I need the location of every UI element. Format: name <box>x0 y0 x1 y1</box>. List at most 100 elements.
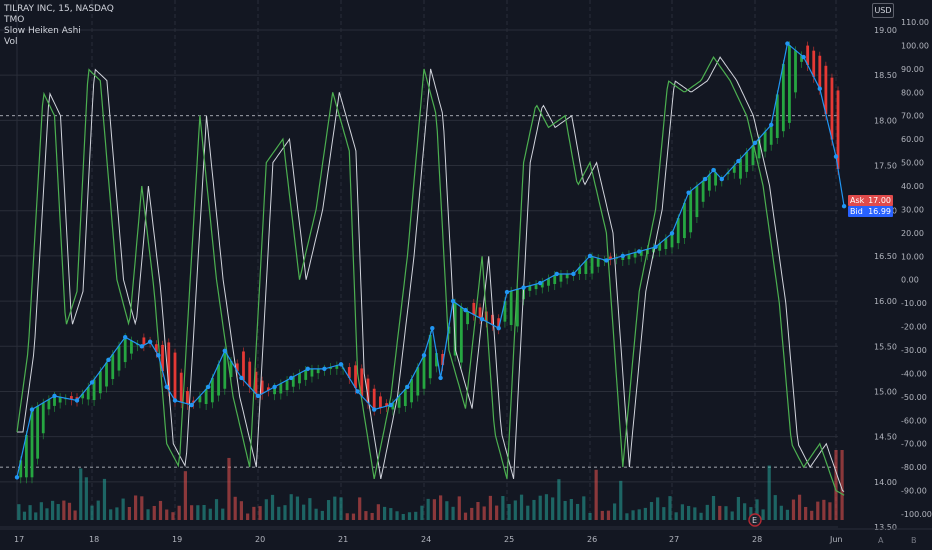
heiken-ashi-bar <box>105 362 108 387</box>
oscillator-tick-label: 110.00 <box>901 18 929 27</box>
volume-bar <box>791 499 796 520</box>
oscillator-main-line <box>16 55 845 496</box>
heiken-ashi-bar <box>800 55 803 62</box>
oscillator-tick-label: -100.00 <box>901 510 932 519</box>
volume-bar <box>619 480 623 520</box>
price-point <box>833 154 839 159</box>
heiken-ashi-bar <box>695 185 699 218</box>
price-point <box>587 253 593 259</box>
oscillator-tick-label: 10.00 <box>901 252 924 261</box>
heiken-ashi-bar <box>515 289 519 327</box>
volume-bar <box>289 494 293 520</box>
log-scale-button[interactable]: B <box>911 536 917 545</box>
price-point <box>669 231 675 236</box>
volume-bar <box>376 504 380 520</box>
price-point <box>52 393 57 399</box>
heiken-ashi-bar <box>192 400 196 403</box>
heiken-ashi-bar <box>173 352 177 401</box>
heiken-ashi-bar <box>707 174 711 191</box>
heiken-ashi-bar <box>291 376 295 387</box>
volume-bar <box>779 505 783 520</box>
heiken-ashi-bar <box>781 63 785 132</box>
oscillator-tick-label: 90.00 <box>901 65 924 74</box>
heiken-ashi-bar <box>354 365 357 389</box>
volume-bar <box>445 501 449 520</box>
price-point <box>305 366 310 372</box>
price-point <box>769 122 774 128</box>
heiken-ashi-bar <box>590 256 594 274</box>
volume-bar <box>127 506 131 520</box>
volume-bar <box>79 468 83 520</box>
heiken-ashi-bar <box>689 190 693 233</box>
volume-bar <box>743 503 747 520</box>
volume-bar <box>828 502 832 520</box>
heiken-ashi-bar <box>69 396 73 400</box>
heiken-ashi-bar <box>260 380 264 394</box>
auto-scale-button[interactable]: A <box>878 536 884 545</box>
indicator-volume[interactable]: Vol <box>4 37 18 47</box>
oscillator-tick-label: 0.00 <box>901 276 919 285</box>
oscillator-tick-label: 60.00 <box>901 135 924 144</box>
price-point <box>14 475 20 480</box>
price-point <box>74 398 80 403</box>
price-tick-label: 16.50 <box>874 252 897 261</box>
volume-bar <box>736 496 741 520</box>
heiken-ashi-bar <box>658 243 662 251</box>
volume-bar <box>227 457 231 520</box>
heiken-ashi-bar <box>19 460 23 478</box>
volume-bar <box>264 499 268 520</box>
price-point <box>123 335 128 340</box>
heiken-ashi-bar <box>769 124 773 145</box>
oscillator-tick-label: -80.00 <box>901 463 927 472</box>
bid-value: 16.99 <box>868 207 891 216</box>
volume-bar <box>804 506 808 520</box>
price-tick-label: 14.50 <box>874 433 897 442</box>
volume-bar <box>121 498 125 520</box>
heiken-ashi-bar <box>86 386 90 400</box>
volume-bar <box>643 507 647 520</box>
volume-bar <box>557 479 561 520</box>
heiken-ashi-bar <box>242 351 245 381</box>
currency-button[interactable]: USD <box>872 3 894 18</box>
time-tick-label: 18 <box>89 535 99 544</box>
heiken-ashi-bar <box>534 284 538 290</box>
price-point <box>736 158 741 164</box>
price-tick-label: 14.00 <box>874 478 897 487</box>
oscillator-tick-label: 70.00 <box>901 112 924 121</box>
volume-bar <box>501 496 505 520</box>
price-point <box>29 407 35 412</box>
oscillator-tick-label: -90.00 <box>901 487 927 496</box>
price-point <box>450 298 456 304</box>
volume-bar <box>451 506 455 520</box>
volume-bar <box>252 506 256 520</box>
volume-bar <box>339 497 343 520</box>
heiken-ashi-bar <box>416 367 420 396</box>
price-point <box>289 375 294 381</box>
volume-bar <box>544 494 549 520</box>
price-point <box>255 393 261 399</box>
volume-bar <box>797 494 802 520</box>
indicator-tmo[interactable]: TMO <box>4 15 25 25</box>
heiken-ashi-bar <box>670 233 674 248</box>
volume-bar <box>724 506 728 520</box>
heiken-ashi-bar <box>453 302 457 356</box>
volume-bar <box>588 512 592 520</box>
price-point <box>430 326 435 331</box>
indicator-heiken-ashi[interactable]: Slow Heiken Ashi <box>4 26 81 36</box>
volume-bar <box>171 512 175 520</box>
volume-bar <box>699 512 703 520</box>
heiken-ashi-bar <box>584 260 588 274</box>
price-point <box>388 402 393 408</box>
time-tick-label: 17 <box>14 535 24 544</box>
ask-quote: Ask 17.00 <box>848 195 893 206</box>
price-point <box>801 54 806 60</box>
heiken-ashi-bar <box>441 353 445 366</box>
volume-bar <box>513 500 517 520</box>
volume-bar <box>326 500 331 520</box>
volume-bar <box>84 477 88 520</box>
volume-bar <box>177 505 181 520</box>
heiken-ashi-bar <box>142 337 146 346</box>
symbol-title[interactable]: TILRAY INC, 15, NASDAQ <box>4 4 114 14</box>
oscillator-tick-label: -50.00 <box>901 393 927 402</box>
